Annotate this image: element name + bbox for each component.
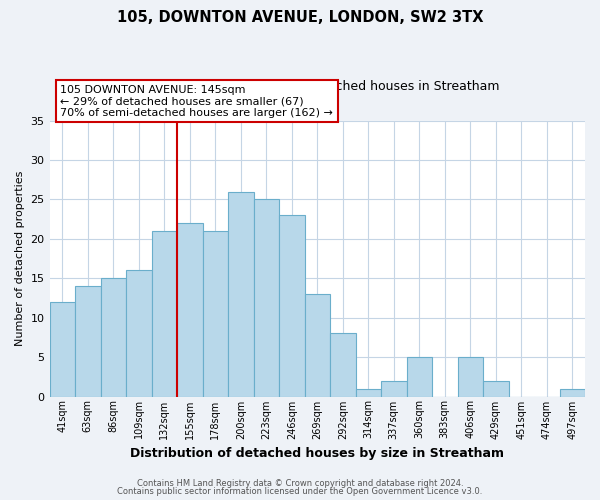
Bar: [330, 334, 356, 396]
Bar: [228, 192, 254, 396]
Bar: [101, 278, 126, 396]
Bar: [407, 357, 432, 397]
Text: 105 DOWNTON AVENUE: 145sqm
← 29% of detached houses are smaller (67)
70% of semi: 105 DOWNTON AVENUE: 145sqm ← 29% of deta…: [60, 84, 333, 118]
Bar: [560, 388, 585, 396]
Bar: [126, 270, 152, 396]
Title: Size of property relative to detached houses in Streatham: Size of property relative to detached ho…: [136, 80, 499, 93]
Text: Contains HM Land Registry data © Crown copyright and database right 2024.: Contains HM Land Registry data © Crown c…: [137, 478, 463, 488]
Bar: [177, 223, 203, 396]
Text: 105, DOWNTON AVENUE, LONDON, SW2 3TX: 105, DOWNTON AVENUE, LONDON, SW2 3TX: [117, 10, 483, 25]
X-axis label: Distribution of detached houses by size in Streatham: Distribution of detached houses by size …: [130, 447, 504, 460]
Bar: [381, 380, 407, 396]
Bar: [305, 294, 330, 396]
Bar: [50, 302, 75, 396]
Bar: [75, 286, 101, 397]
Bar: [254, 200, 279, 396]
Bar: [279, 215, 305, 396]
Text: Contains public sector information licensed under the Open Government Licence v3: Contains public sector information licen…: [118, 487, 482, 496]
Bar: [152, 231, 177, 396]
Y-axis label: Number of detached properties: Number of detached properties: [15, 171, 25, 346]
Bar: [458, 357, 483, 397]
Bar: [203, 231, 228, 396]
Bar: [483, 380, 509, 396]
Bar: [356, 388, 381, 396]
